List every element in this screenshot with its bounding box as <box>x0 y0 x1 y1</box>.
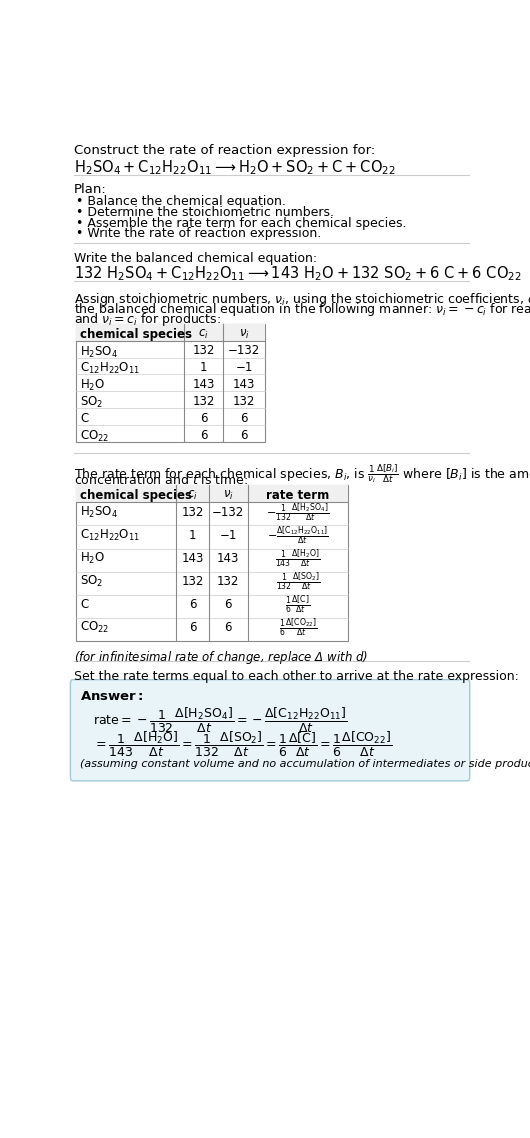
Text: $\frac{1}{6}\frac{\Delta[\mathrm{CO_{22}}]}{\Delta t}$: $\frac{1}{6}\frac{\Delta[\mathrm{CO_{22}… <box>279 617 317 640</box>
Text: Plan:: Plan: <box>74 183 107 196</box>
Text: C: C <box>80 412 89 426</box>
Text: 6: 6 <box>241 412 248 426</box>
Text: $\mathrm{H_2SO_4 + C_{12}H_{22}O_{11} \longrightarrow H_2O + SO_2 + C + CO_{22}}: $\mathrm{H_2SO_4 + C_{12}H_{22}O_{11} \l… <box>74 158 396 176</box>
Text: 143: 143 <box>233 378 255 391</box>
Text: 6: 6 <box>200 412 207 426</box>
Text: $\nu_i$: $\nu_i$ <box>223 489 234 502</box>
Text: $\mathrm{rate} = -\dfrac{1}{132}\dfrac{\Delta[\mathrm{H_2SO_4}]}{\Delta t} = -\d: $\mathrm{rate} = -\dfrac{1}{132}\dfrac{\… <box>93 706 348 735</box>
Text: SO$_2$: SO$_2$ <box>80 395 103 411</box>
Text: concentration and $t$ is time:: concentration and $t$ is time: <box>74 473 248 487</box>
Text: and $\nu_i = c_i$ for products:: and $\nu_i = c_i$ for products: <box>74 311 221 328</box>
Text: Set the rate terms equal to each other to arrive at the rate expression:: Set the rate terms equal to each other t… <box>74 670 519 683</box>
Text: 132: 132 <box>192 395 215 409</box>
Text: H$_2$SO$_4$: H$_2$SO$_4$ <box>80 505 118 520</box>
Text: $\frac{1}{132}\frac{\Delta[\mathrm{SO_2}]}{\Delta t}$: $\frac{1}{132}\frac{\Delta[\mathrm{SO_2}… <box>276 570 320 593</box>
Text: chemical species: chemical species <box>80 489 192 502</box>
Text: rate term: rate term <box>267 489 330 502</box>
Text: (for infinitesimal rate of change, replace Δ with $d$): (for infinitesimal rate of change, repla… <box>74 649 368 666</box>
Text: H$_2$O: H$_2$O <box>80 378 105 394</box>
Text: 6: 6 <box>189 599 196 611</box>
FancyBboxPatch shape <box>70 679 470 781</box>
Text: −132: −132 <box>212 505 244 519</box>
Text: 132: 132 <box>233 395 255 409</box>
Text: $c_i$: $c_i$ <box>187 489 198 502</box>
Text: 6: 6 <box>225 621 232 634</box>
Text: $\mathrm{132\ H_2SO_4 + C_{12}H_{22}O_{11} \longrightarrow 143\ H_2O + 132\ SO_2: $\mathrm{132\ H_2SO_4 + C_{12}H_{22}O_{1… <box>74 264 522 283</box>
Text: $-\frac{\Delta[\mathrm{C_{12}H_{22}O_{11}}]}{\Delta t}$: $-\frac{\Delta[\mathrm{C_{12}H_{22}O_{11… <box>267 523 329 547</box>
Text: $-\frac{1}{132}\frac{\Delta[\mathrm{H_2SO_4}]}{\Delta t}$: $-\frac{1}{132}\frac{\Delta[\mathrm{H_2S… <box>266 501 330 523</box>
Bar <box>76 323 266 443</box>
Text: Write the balanced chemical equation:: Write the balanced chemical equation: <box>74 251 317 265</box>
Text: (assuming constant volume and no accumulation of intermediates or side products): (assuming constant volume and no accumul… <box>80 759 530 769</box>
Text: 143: 143 <box>217 552 240 566</box>
Text: $\mathbf{Answer:}$: $\mathbf{Answer:}$ <box>80 690 144 703</box>
Text: $\frac{1}{6}\frac{\Delta[\mathrm{C}]}{\Delta t}$: $\frac{1}{6}\frac{\Delta[\mathrm{C}]}{\D… <box>285 593 311 616</box>
Text: 6: 6 <box>200 429 207 443</box>
Text: 6: 6 <box>189 621 196 634</box>
Text: 6: 6 <box>225 599 232 611</box>
Text: −1: −1 <box>235 362 253 374</box>
Text: the balanced chemical equation in the following manner: $\nu_i = -c_i$ for react: the balanced chemical equation in the fo… <box>74 300 530 318</box>
Text: 132: 132 <box>181 575 204 588</box>
Text: $\nu_i$: $\nu_i$ <box>238 328 250 340</box>
Text: • Balance the chemical equation.: • Balance the chemical equation. <box>76 195 286 208</box>
Text: 1: 1 <box>200 362 207 374</box>
Text: 1: 1 <box>189 529 196 542</box>
Text: C: C <box>80 599 89 611</box>
Text: $c_i$: $c_i$ <box>198 328 209 340</box>
Text: $= \dfrac{1}{143}\dfrac{\Delta[\mathrm{H_2O}]}{\Delta t} = \dfrac{1}{132}\dfrac{: $= \dfrac{1}{143}\dfrac{\Delta[\mathrm{H… <box>93 731 393 759</box>
Text: CO$_{22}$: CO$_{22}$ <box>80 429 110 444</box>
Bar <box>76 486 348 641</box>
Text: • Write the rate of reaction expression.: • Write the rate of reaction expression. <box>76 228 321 240</box>
Text: C$_{12}$H$_{22}$O$_{11}$: C$_{12}$H$_{22}$O$_{11}$ <box>80 362 140 377</box>
Text: • Determine the stoichiometric numbers.: • Determine the stoichiometric numbers. <box>76 206 333 218</box>
Text: 132: 132 <box>217 575 240 588</box>
Text: The rate term for each chemical species, $B_i$, is $\frac{1}{\nu_i}\frac{\Delta[: The rate term for each chemical species,… <box>74 462 530 485</box>
Text: CO$_{22}$: CO$_{22}$ <box>80 620 110 635</box>
Text: SO$_2$: SO$_2$ <box>80 574 103 589</box>
Text: −132: −132 <box>228 345 260 357</box>
Text: 6: 6 <box>241 429 248 443</box>
Bar <box>76 486 348 502</box>
Text: 143: 143 <box>192 378 215 391</box>
Text: H$_2$SO$_4$: H$_2$SO$_4$ <box>80 345 118 360</box>
Text: chemical species: chemical species <box>80 328 192 340</box>
Text: $\frac{1}{143}\frac{\Delta[\mathrm{H_2O}]}{\Delta t}$: $\frac{1}{143}\frac{\Delta[\mathrm{H_2O}… <box>275 547 321 570</box>
Text: Construct the rate of reaction expression for:: Construct the rate of reaction expressio… <box>74 145 375 157</box>
Text: −1: −1 <box>219 529 237 542</box>
Bar <box>76 323 266 340</box>
Text: Assign stoichiometric numbers, $\nu_i$, using the stoichiometric coefficients, $: Assign stoichiometric numbers, $\nu_i$, … <box>74 290 530 307</box>
Text: 132: 132 <box>192 345 215 357</box>
Text: 143: 143 <box>181 552 204 566</box>
Text: H$_2$O: H$_2$O <box>80 551 105 566</box>
Text: • Assemble the rate term for each chemical species.: • Assemble the rate term for each chemic… <box>76 216 406 230</box>
Text: 132: 132 <box>181 505 204 519</box>
Text: C$_{12}$H$_{22}$O$_{11}$: C$_{12}$H$_{22}$O$_{11}$ <box>80 528 140 543</box>
